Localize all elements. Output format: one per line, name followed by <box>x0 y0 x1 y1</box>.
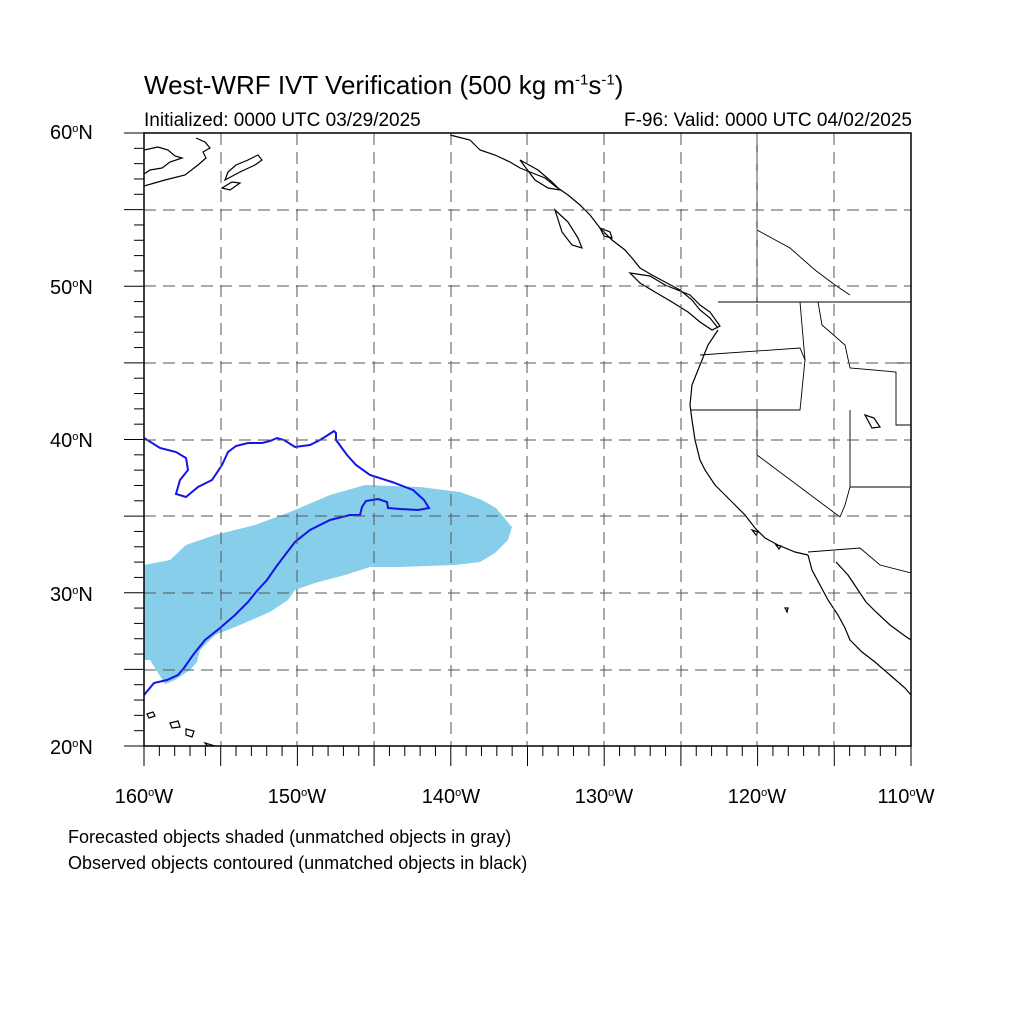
lat-label-50n: 50oN <box>50 277 93 299</box>
forecast-legend-note: Forecasted objects shaded (unmatched obj… <box>68 827 512 847</box>
lon-label-130w: 130oW <box>574 786 634 808</box>
political-borders <box>690 133 911 574</box>
tick-marks <box>124 132 912 766</box>
valid-time-label: F-96: Valid: 0000 UTC 04/02/2025 <box>624 110 912 131</box>
observed-legend-note: Observed objects contoured (unmatched ob… <box>68 853 528 873</box>
map-title: West-WRF IVT Verification (500 kg m-1s-1… <box>144 70 624 100</box>
observed-object-contour <box>144 429 431 696</box>
forecast-object-shaded <box>144 485 512 684</box>
lat-label-60n: 60oN <box>50 122 93 144</box>
graticule <box>144 133 911 746</box>
coastlines <box>144 134 911 746</box>
lon-label-120w: 120oW <box>727 786 787 808</box>
lat-label-40n: 40oN <box>50 430 93 452</box>
lon-label-150w: 150oW <box>267 786 327 808</box>
lon-label-160w: 160oW <box>114 786 174 808</box>
lon-label-140w: 140oW <box>421 786 481 808</box>
lon-label-110w: 110oW <box>877 786 935 808</box>
lat-label-20n: 20oN <box>50 737 93 759</box>
init-time-label: Initialized: 0000 UTC 03/29/2025 <box>144 110 421 131</box>
lat-label-30n: 30oN <box>50 584 93 606</box>
